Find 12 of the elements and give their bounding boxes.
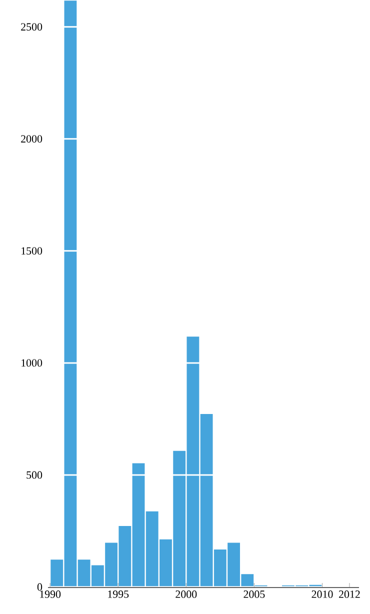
x-tick-label: 2000 bbox=[176, 590, 197, 598]
x-tick-label: 1990 bbox=[40, 590, 61, 598]
y-tick-label: 2500 bbox=[21, 23, 42, 31]
y-tick-label: 2000 bbox=[21, 135, 42, 143]
y-tick-label: 1000 bbox=[22, 359, 42, 367]
x-tick-label: 1995 bbox=[108, 590, 129, 598]
x-tick-label: 2012 bbox=[339, 590, 360, 598]
y-tick-label: 1500 bbox=[22, 247, 42, 255]
y-tick-label: 0 bbox=[37, 583, 42, 591]
x-tick-label: 2005 bbox=[244, 590, 265, 598]
y-tick-label: 500 bbox=[26, 471, 42, 479]
x-tick-label: 2010 bbox=[312, 590, 333, 598]
